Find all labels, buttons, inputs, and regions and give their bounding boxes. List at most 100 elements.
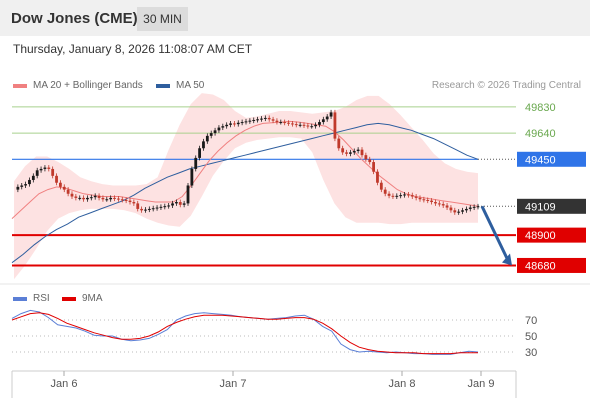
candle-body <box>291 123 294 125</box>
level-label-49109: 49109 <box>525 201 556 213</box>
rsi-9ma-line <box>11 312 478 355</box>
candle-body <box>132 202 136 204</box>
bollinger-band <box>14 93 478 280</box>
candle-body <box>318 122 321 125</box>
candle-body <box>136 203 140 209</box>
candle-body <box>321 119 325 123</box>
candle-body <box>47 167 51 169</box>
candle-body <box>175 202 178 204</box>
candle-body <box>283 122 287 124</box>
candle-body <box>472 206 476 208</box>
candle-body <box>468 207 472 209</box>
candle-body <box>55 175 58 183</box>
candle-body <box>105 199 109 201</box>
legend-rsi: RSI <box>13 293 50 304</box>
candle-body <box>333 112 337 139</box>
candle-body <box>221 126 225 128</box>
candle-body <box>225 124 229 127</box>
candle-body <box>178 202 182 205</box>
candle-body <box>86 197 89 200</box>
projection-arrowhead <box>502 253 512 266</box>
candle-body <box>310 126 314 128</box>
candle-body <box>78 197 82 199</box>
candle-body <box>453 210 457 213</box>
candle-body <box>66 189 70 194</box>
candle-body <box>360 149 364 156</box>
x-tick-label: Jan 6 <box>51 378 78 390</box>
candle-body <box>244 121 248 123</box>
candle-body <box>279 122 283 124</box>
candle-body <box>167 205 171 207</box>
candle-body <box>144 209 147 211</box>
candle-body <box>445 205 449 208</box>
candle-body <box>294 124 298 126</box>
candle-body <box>205 135 209 142</box>
ma9-label: 9MA <box>82 293 103 304</box>
candle-body <box>395 195 399 197</box>
timestamp: Thursday, January 8, 2026 11:08:07 AM CE… <box>13 42 253 56</box>
candle-body <box>35 170 39 176</box>
candle-body <box>345 152 348 154</box>
candle-body <box>128 200 132 203</box>
candle-body <box>159 206 163 208</box>
ma50-line <box>11 122 479 264</box>
candle-body <box>364 155 368 160</box>
candle-body <box>426 199 430 201</box>
candle-body <box>97 195 101 198</box>
candle-body <box>256 119 259 121</box>
candle-body <box>349 152 352 154</box>
projection-arrow <box>480 205 510 262</box>
x-tick-label: Jan 7 <box>220 378 247 390</box>
candle-body <box>275 120 279 123</box>
candle-body <box>209 133 213 136</box>
candle-body <box>82 197 85 200</box>
credit-text: Research © 2026 Trading Central <box>431 80 581 91</box>
rsi-tick-50: 50 <box>525 331 537 343</box>
candle-body <box>182 203 186 205</box>
x-tick-label: Jan 8 <box>389 378 416 390</box>
candle-body <box>62 186 66 190</box>
candle-body <box>186 185 190 204</box>
candle-body <box>287 122 290 124</box>
candle-body <box>376 171 379 183</box>
x-tick-label: Jan 9 <box>468 378 495 390</box>
candle-body <box>240 122 244 124</box>
candle-body <box>449 207 453 211</box>
candle-body <box>461 210 464 212</box>
candle-body <box>217 127 221 131</box>
candle-body <box>51 168 55 176</box>
candle-body <box>20 185 24 187</box>
candle-body <box>233 123 236 125</box>
candle-body <box>298 124 302 126</box>
candle-body <box>302 124 306 126</box>
candle-body <box>202 141 205 149</box>
legend-ma50: MA 50 <box>156 80 204 91</box>
candle-body <box>260 118 263 120</box>
candle-body <box>368 159 372 163</box>
level-label-48680: 48680 <box>525 260 556 272</box>
rsi-tick-30: 30 <box>525 347 537 359</box>
candle-body <box>407 194 410 196</box>
candle-body <box>430 200 433 203</box>
timeframe-badge[interactable]: 30 MIN <box>137 7 188 31</box>
candle-body <box>43 167 47 169</box>
rsi-swatch <box>13 296 27 301</box>
candle-body <box>337 138 341 149</box>
header-bar: Dow Jones (CME) 30 MIN <box>0 0 590 36</box>
candle-body <box>16 186 20 190</box>
candle-body <box>213 130 217 134</box>
candle-body <box>465 208 468 211</box>
candle-body <box>387 193 391 196</box>
candle-body <box>325 116 329 120</box>
ma50-label: MA 50 <box>176 80 205 91</box>
candle-body <box>155 207 159 209</box>
candle-body <box>190 168 194 186</box>
level-tag-49450 <box>517 151 586 167</box>
candle-body <box>391 195 395 197</box>
candle-body <box>124 199 128 201</box>
candle-body <box>410 195 414 197</box>
candle-body <box>399 195 403 197</box>
level-label-49830: 49830 <box>525 102 556 114</box>
candle-body <box>147 208 151 210</box>
